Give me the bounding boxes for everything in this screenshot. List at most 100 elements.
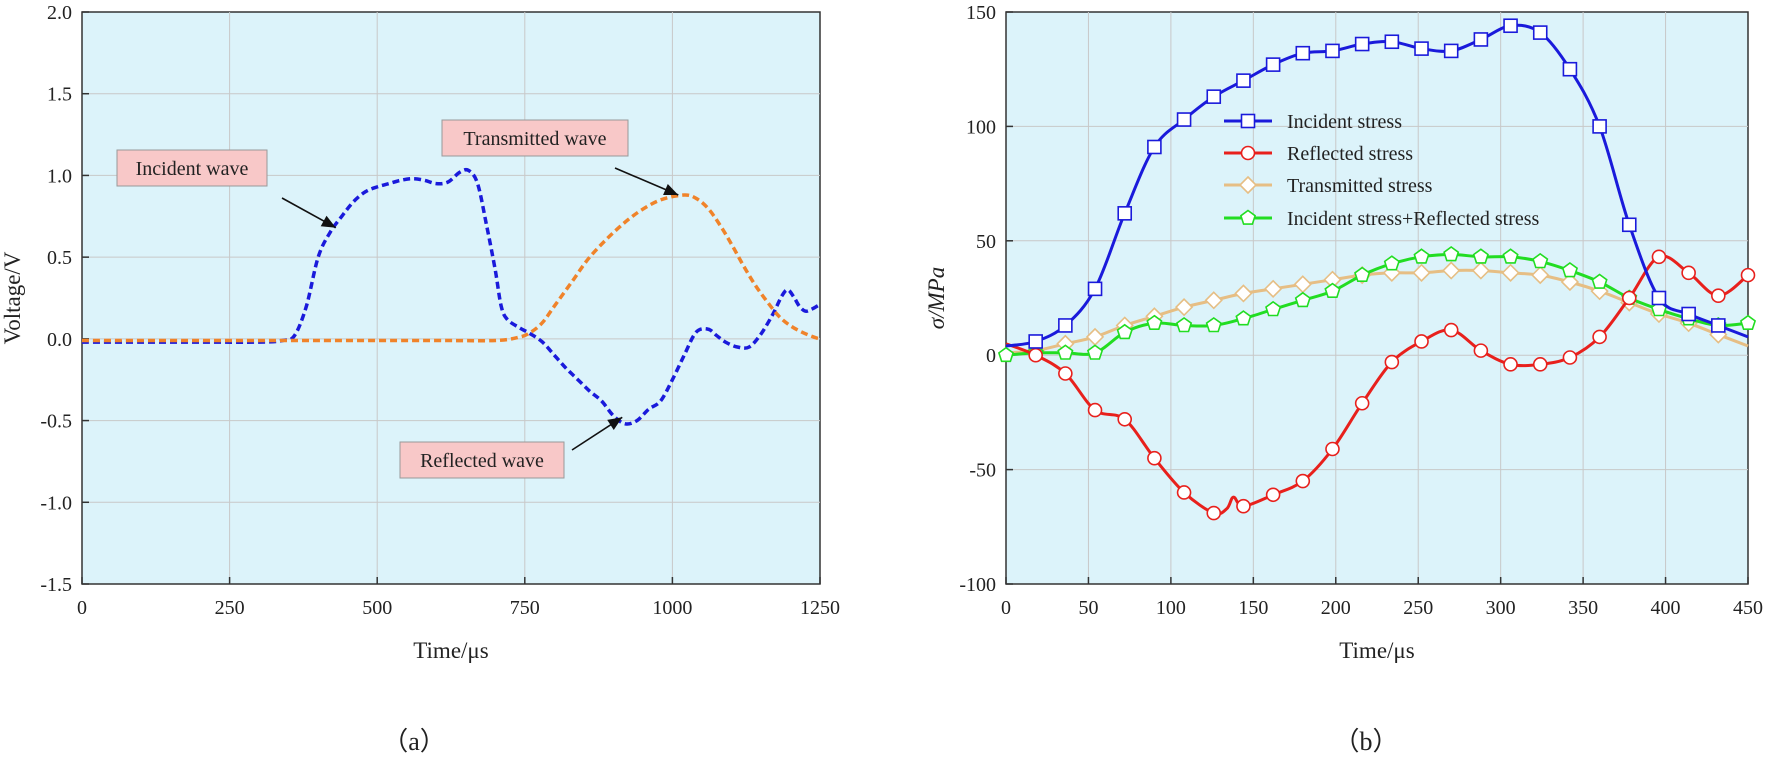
y-tick-label: -100 [959, 574, 996, 596]
data-point-reflected-stress [1295, 473, 1311, 489]
data-point-reflected-stress [1147, 450, 1162, 466]
y-tick-label: -0.5 [40, 411, 72, 433]
x-tick-label: 500 [362, 597, 392, 619]
data-point-incident-plus-reflected [1205, 317, 1222, 333]
data-point-incident-plus-reflected [1116, 323, 1133, 340]
data-point-incident-stress [1206, 89, 1222, 104]
x-tick-label: 1250 [800, 597, 840, 619]
data-point-reflected-stress [1740, 267, 1756, 283]
x-tick-label: 200 [1321, 597, 1351, 619]
data-point-reflected-stress [1414, 334, 1429, 349]
legend-item-reflected-stress: Reflected stress [1224, 143, 1413, 165]
data-point-reflected-stress [1651, 249, 1667, 265]
data-point-incident-plus-reflected [1739, 314, 1757, 331]
panel-a-ticks: 0 250 500 750 1000 1250 -1.5 -1.0 -0.5 0.0 0.5 1.0 1… [40, 2, 840, 619]
data-point-incident-plus-reflected [1086, 344, 1104, 360]
series-line-incident-reflected [82, 167, 821, 426]
data-point-reflected-stress [1325, 441, 1340, 457]
data-point-reflected-stress [1473, 343, 1489, 358]
data-point-reflected-stress [1562, 350, 1578, 365]
x-tick-label: 150 [1238, 597, 1268, 619]
data-point-reflected-stress [1354, 395, 1370, 411]
data-point-transmitted-stress [1412, 263, 1431, 282]
data-point-incident-stress [1176, 112, 1192, 127]
data-point-incident-stress [1265, 57, 1281, 72]
annotation-arrow-head [607, 417, 623, 430]
data-point-transmitted-stress [1560, 272, 1580, 292]
data-point-incident-plus-reflected [1057, 344, 1074, 360]
data-point-incident-stress [1592, 119, 1607, 134]
annotation-box [441, 119, 629, 157]
data-point-incident-stress [1562, 61, 1578, 77]
x-tick-label: 750 [510, 597, 540, 619]
data-point-incident-stress [1354, 36, 1370, 52]
y-tick-label: 2.0 [47, 2, 72, 24]
x-tick-label: 1000 [652, 597, 692, 619]
panel-b-series [997, 18, 1757, 521]
y-tick-label: -1.5 [40, 574, 72, 596]
panel-b-plot-area [1005, 11, 1749, 585]
data-point-reflected-stress [1532, 357, 1548, 372]
y-tick-label: 0 [986, 345, 996, 367]
data-point-incident-plus-reflected [1591, 273, 1608, 289]
y-tick-label: 150 [966, 2, 996, 24]
data-point-incident-stress [1295, 45, 1311, 61]
annotation-label: Reflected wave [420, 450, 544, 472]
data-point-incident-plus-reflected [1235, 310, 1252, 326]
data-point-incident-plus-reflected [997, 346, 1015, 363]
data-point-incident-plus-reflected [1472, 248, 1489, 264]
panel-a-plot-area [81, 11, 821, 585]
annotation-transmitted-wave: Transmitted wave [441, 119, 679, 196]
x-tick-label: 0 [1001, 597, 1011, 619]
data-point-incident-stress [1443, 43, 1459, 59]
y-tick-label: 1.5 [47, 84, 72, 106]
legend-swatch-marker [1240, 145, 1256, 161]
legend-marker [1239, 209, 1257, 225]
data-point-reflected-stress [1028, 347, 1043, 363]
legend-label-reflected-stress: Reflected stress [1287, 143, 1413, 165]
data-point-transmitted-stress [1442, 261, 1461, 280]
data-point-incident-plus-reflected [1532, 252, 1549, 269]
data-point-reflected-stress [1236, 498, 1251, 514]
data-point-incident-stress [1087, 281, 1103, 297]
x-tick-label: 450 [1733, 597, 1763, 619]
x-tick-label: 0 [77, 597, 87, 619]
y-tick-label: 0.0 [47, 329, 72, 351]
data-point-transmitted-stress [1531, 265, 1550, 285]
x-tick-label: 300 [1486, 597, 1516, 619]
data-point-transmitted-stress [1174, 298, 1194, 317]
x-tick-label: 250 [215, 597, 245, 619]
annotation-arrow-head [663, 184, 679, 196]
panel-a-x-axis-title: Time/μs [413, 638, 488, 663]
series-line-reflected-stress [1005, 254, 1749, 516]
series-incident-stress [1005, 18, 1749, 349]
data-point-incident-stress [1325, 43, 1340, 59]
data-point-incident-plus-reflected [1175, 317, 1193, 333]
data-point-incident-stress [1414, 41, 1429, 56]
x-tick-label: 250 [1403, 597, 1433, 619]
data-point-incident-plus-reflected [1324, 282, 1341, 299]
panel-b-label: （b） [1333, 727, 1398, 756]
data-point-reflected-stress [1592, 329, 1607, 345]
y-tick-label: -50 [969, 460, 996, 482]
panel-a-chart: 0 250 500 750 1000 1250 -1.5 -1.0 -0.5 0.0 0.5 1.0 1… [0, 2, 840, 756]
panel-a-series [81, 167, 821, 426]
legend-label-incident-stress: Incident stress [1287, 111, 1402, 133]
legend-marker [1240, 145, 1256, 161]
panel-b-x-axis-title: Time/μs [1339, 638, 1414, 663]
data-point-reflected-stress [1503, 357, 1518, 372]
data-point-incident-stress [1711, 318, 1726, 333]
data-point-incident-stress [1651, 290, 1667, 306]
legend-marker [1238, 175, 1258, 195]
data-point-incident-stress [1147, 139, 1162, 155]
panel-a-y-axis-title: Voltage/V [0, 251, 25, 344]
x-tick-label: 350 [1568, 597, 1598, 619]
x-tick-label: 100 [1156, 597, 1186, 619]
data-point-incident-stress [1503, 18, 1518, 34]
data-point-incident-plus-reflected [1146, 314, 1163, 331]
data-point-reflected-stress [1087, 402, 1103, 418]
data-point-incident-plus-reflected [1561, 262, 1579, 278]
data-point-incident-stress [1028, 334, 1043, 349]
data-point-incident-plus-reflected [1383, 255, 1400, 271]
